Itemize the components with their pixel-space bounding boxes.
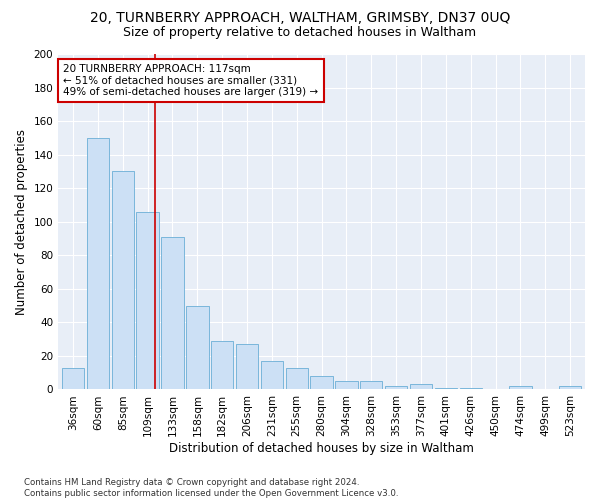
Bar: [460, 388, 482, 390]
Bar: [385, 386, 407, 390]
Y-axis label: Number of detached properties: Number of detached properties: [15, 128, 28, 314]
Text: Contains HM Land Registry data © Crown copyright and database right 2024.
Contai: Contains HM Land Registry data © Crown c…: [24, 478, 398, 498]
Text: 20 TURNBERRY APPROACH: 117sqm
← 51% of detached houses are smaller (331)
49% of : 20 TURNBERRY APPROACH: 117sqm ← 51% of d…: [64, 64, 319, 98]
Bar: [112, 172, 134, 390]
Bar: [360, 381, 382, 390]
Bar: [211, 341, 233, 390]
Bar: [236, 344, 258, 390]
Bar: [186, 306, 209, 390]
Bar: [161, 237, 184, 390]
Bar: [559, 386, 581, 390]
X-axis label: Distribution of detached houses by size in Waltham: Distribution of detached houses by size …: [169, 442, 474, 455]
Bar: [260, 361, 283, 390]
Bar: [509, 386, 532, 390]
Text: Size of property relative to detached houses in Waltham: Size of property relative to detached ho…: [124, 26, 476, 39]
Bar: [62, 368, 84, 390]
Bar: [87, 138, 109, 390]
Bar: [286, 368, 308, 390]
Bar: [434, 388, 457, 390]
Bar: [335, 381, 358, 390]
Bar: [410, 384, 432, 390]
Bar: [310, 376, 333, 390]
Text: 20, TURNBERRY APPROACH, WALTHAM, GRIMSBY, DN37 0UQ: 20, TURNBERRY APPROACH, WALTHAM, GRIMSBY…: [90, 11, 510, 25]
Bar: [136, 212, 159, 390]
